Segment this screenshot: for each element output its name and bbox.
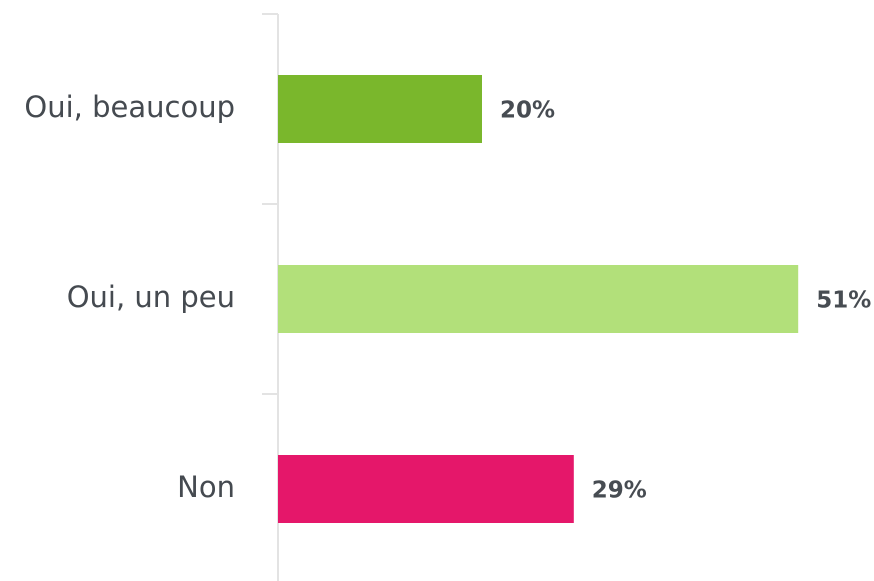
category-label: Oui, un peu — [67, 280, 235, 314]
category-label: Non — [177, 470, 235, 504]
bar — [278, 265, 799, 333]
value-label: 29% — [592, 478, 647, 504]
bar — [278, 455, 574, 523]
value-label: 20% — [500, 98, 555, 124]
category-label: Oui, beaucoup — [24, 90, 235, 124]
bar — [278, 75, 482, 143]
value-label: 51% — [816, 288, 871, 314]
